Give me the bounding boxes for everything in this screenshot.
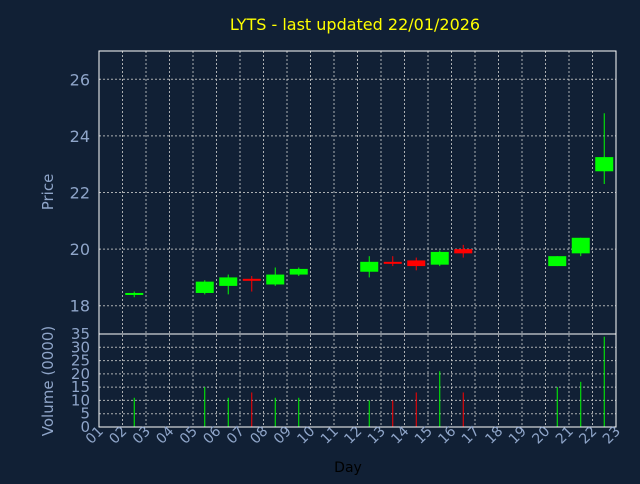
price-tick-label: 18 <box>70 297 90 316</box>
candle-body <box>289 268 308 275</box>
price-tick-label: 24 <box>70 127 90 146</box>
grid-layer <box>99 51 616 428</box>
volume-tick-label: 25 <box>71 352 90 370</box>
marks-layer <box>125 113 614 427</box>
candle-body <box>595 157 614 172</box>
candle-body <box>242 278 261 281</box>
candle-body <box>219 277 238 286</box>
candle-body <box>125 292 144 295</box>
volume-tick-label: 5 <box>80 405 90 423</box>
volume-tick-label: 20 <box>71 365 90 383</box>
price-tick-label: 20 <box>70 240 90 259</box>
volume-tick-label: 30 <box>71 338 90 356</box>
candle-body <box>571 237 590 254</box>
volume-tick-label: 0 <box>80 418 90 436</box>
candle-body <box>360 261 379 272</box>
candle-body <box>266 274 285 285</box>
volume-tick-label: 15 <box>71 378 90 396</box>
volume-axis-label: Volume (0000) <box>39 326 57 436</box>
volume-tick-label: 10 <box>71 391 90 409</box>
price-tick-label: 22 <box>70 184 90 203</box>
candle-body <box>383 261 402 264</box>
volume-tick-label: 35 <box>71 325 90 343</box>
price-axis-label: Price <box>39 174 57 211</box>
x-axis-label: Day <box>334 460 362 476</box>
candle-body <box>407 260 426 267</box>
candle-body <box>195 281 214 293</box>
volume-panel-frame <box>98 333 617 428</box>
candle-body <box>548 256 567 267</box>
chart-title: LYTS - last updated 22/01/2026 <box>230 15 480 34</box>
price-tick-label: 26 <box>70 70 90 89</box>
candle-body <box>454 249 473 254</box>
candle-body <box>430 251 449 265</box>
